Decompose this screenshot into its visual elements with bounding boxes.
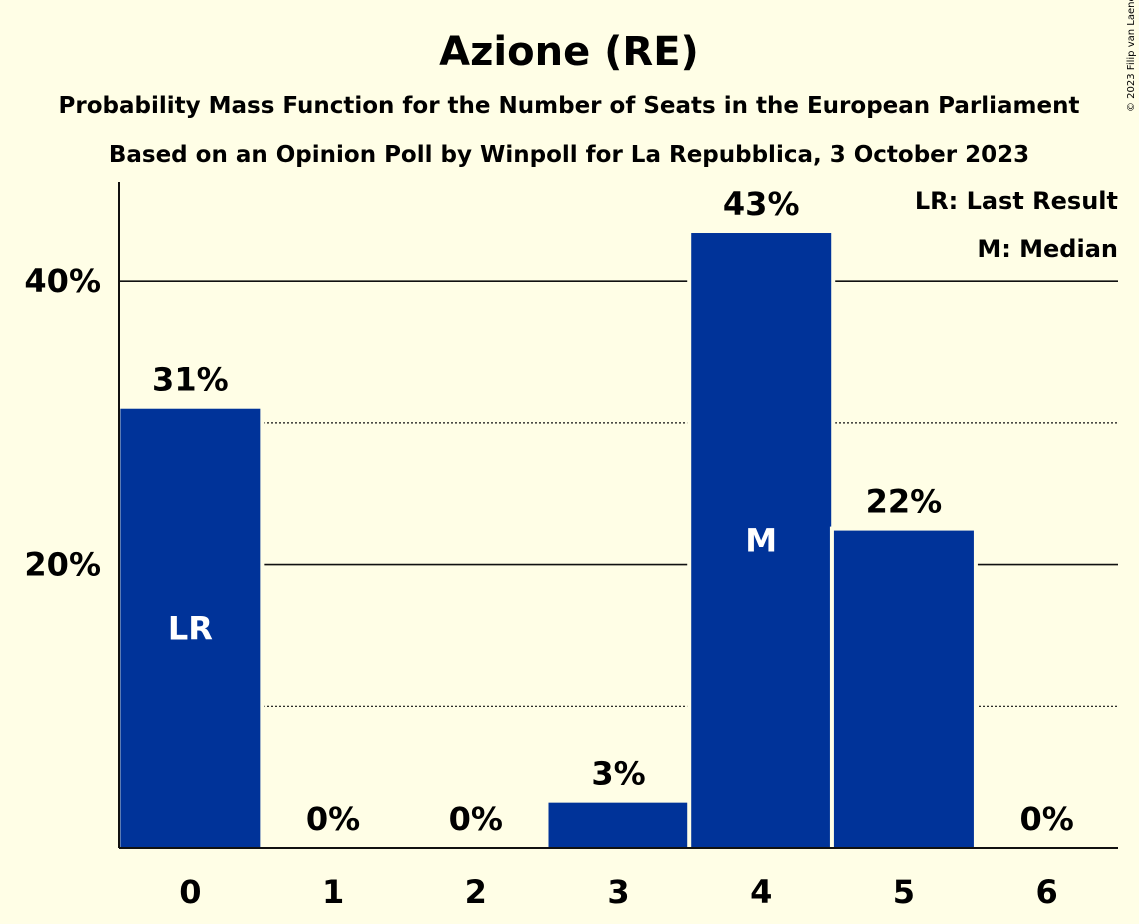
x-tick-label: 5 [893,873,915,911]
y-tick-label: 20% [24,546,101,584]
x-tick-label: 4 [750,873,772,911]
copyright-text: © 2023 Filip van Laenen [1126,0,1137,112]
data-label: 31% [152,361,229,399]
chart-title: Azione (RE) [439,29,699,75]
axes [118,182,1118,849]
data-label: 0% [449,800,503,838]
data-label: 43% [723,185,800,223]
bars [116,229,978,849]
chart-subtitle-2: Based on an Opinion Poll by Winpoll for … [109,142,1029,168]
data-label: 22% [866,483,943,521]
x-tick-label: 6 [1036,873,1058,911]
chart-subtitle-1: Probability Mass Function for the Number… [59,93,1080,119]
data-label: 0% [306,800,360,838]
bar-seats-0 [120,408,261,848]
bar-seats-3 [548,802,689,848]
x-tick-label: 3 [607,873,629,911]
bar-marker-lr: LR [168,609,213,647]
legend-median: M: Median [977,235,1118,263]
x-tick-label: 1 [322,873,344,911]
y-tick-label: 40% [24,262,101,300]
bar-seats-5 [833,530,974,848]
x-tick-label: 2 [465,873,487,911]
x-tick-label: 0 [179,873,201,911]
bar-marker-m: M [745,522,777,560]
data-label: 0% [1019,800,1073,838]
data-label: 3% [591,755,645,793]
bar-seats-4 [691,233,832,849]
legend-last-result: LR: Last Result [915,187,1118,215]
